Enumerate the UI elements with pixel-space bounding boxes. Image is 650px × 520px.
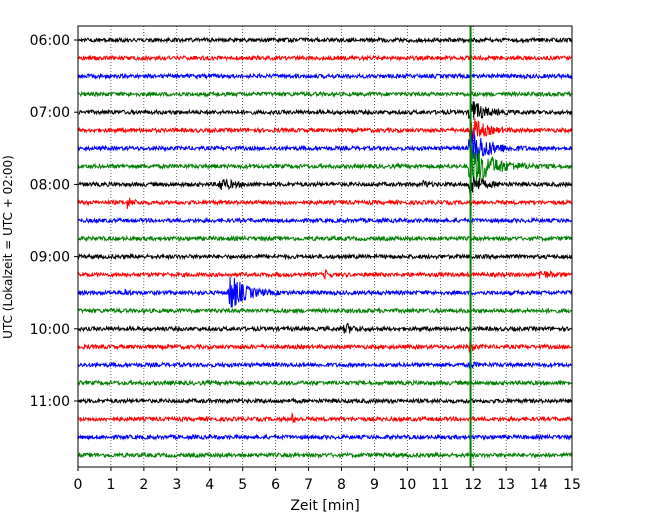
trace-row-10 <box>77 216 573 225</box>
trace-row-4 <box>78 101 573 119</box>
trace-row-23 <box>77 451 573 459</box>
trace-row-21 <box>77 412 573 424</box>
x-tick-label: 3 <box>172 477 181 493</box>
trace-row-22 <box>77 433 573 442</box>
y-tick-label: 07:00 <box>30 105 70 121</box>
trace-row-19 <box>77 379 573 387</box>
x-tick-label: 2 <box>139 477 148 493</box>
y-tick-label: 10:00 <box>30 322 70 338</box>
trace-row-0 <box>77 36 573 44</box>
x-tick-label: 8 <box>337 477 346 493</box>
y-axis-label: UTC (Lokalzeit = UTC + 02:00) <box>1 155 15 339</box>
x-tick-label: 0 <box>74 477 83 493</box>
x-axis: 0 1 2 3 4 5 6 7 8 9 10 11 12 13 14 15 <box>74 467 581 493</box>
y-tick-label: 06:00 <box>30 33 70 49</box>
trace-row-5 <box>77 118 573 143</box>
x-tick-label: 12 <box>464 477 482 493</box>
x-tick-label: 6 <box>271 477 280 493</box>
trace-row-12 <box>77 252 573 261</box>
trace-row-18 <box>77 360 573 369</box>
x-tick-label: 10 <box>398 477 416 493</box>
trace-row-17 <box>77 341 573 354</box>
trace-row-13 <box>77 269 573 280</box>
trace-row-1 <box>77 54 573 62</box>
x-tick-label: 5 <box>238 477 247 493</box>
trace-row-15 <box>77 306 573 315</box>
x-tick-label: 13 <box>497 477 515 493</box>
trace-row-16 <box>77 322 573 334</box>
x-tick-label: 7 <box>304 477 313 493</box>
x-tick-label: 11 <box>431 477 449 493</box>
trace-row-9 <box>77 197 573 209</box>
trace-row-11 <box>77 234 573 243</box>
trace-row-3 <box>77 90 573 98</box>
y-tick-label: 09:00 <box>30 250 70 266</box>
y-axis: 06:00 07:00 08:00 09:00 10:00 11:00 <box>30 33 78 410</box>
x-tick-label: 9 <box>370 477 379 493</box>
traces <box>77 36 573 459</box>
plot-frame <box>77 25 573 468</box>
x-axis-label: Zeit [min] <box>290 498 359 514</box>
trace-row-6 <box>77 128 573 165</box>
y-tick-label: 11:00 <box>30 394 70 410</box>
trace-row-7 <box>77 145 573 191</box>
x-tick-label: 1 <box>106 477 115 493</box>
x-tick-label: 4 <box>205 477 214 493</box>
trace-row-8 <box>77 176 573 195</box>
trace-row-20 <box>77 397 573 405</box>
trace-row-14 <box>77 276 573 308</box>
y-tick-label: 08:00 <box>30 177 70 193</box>
x-tick-label: 14 <box>530 477 548 493</box>
trace-row-2 <box>77 72 573 81</box>
x-tick-label: 15 <box>563 477 581 493</box>
